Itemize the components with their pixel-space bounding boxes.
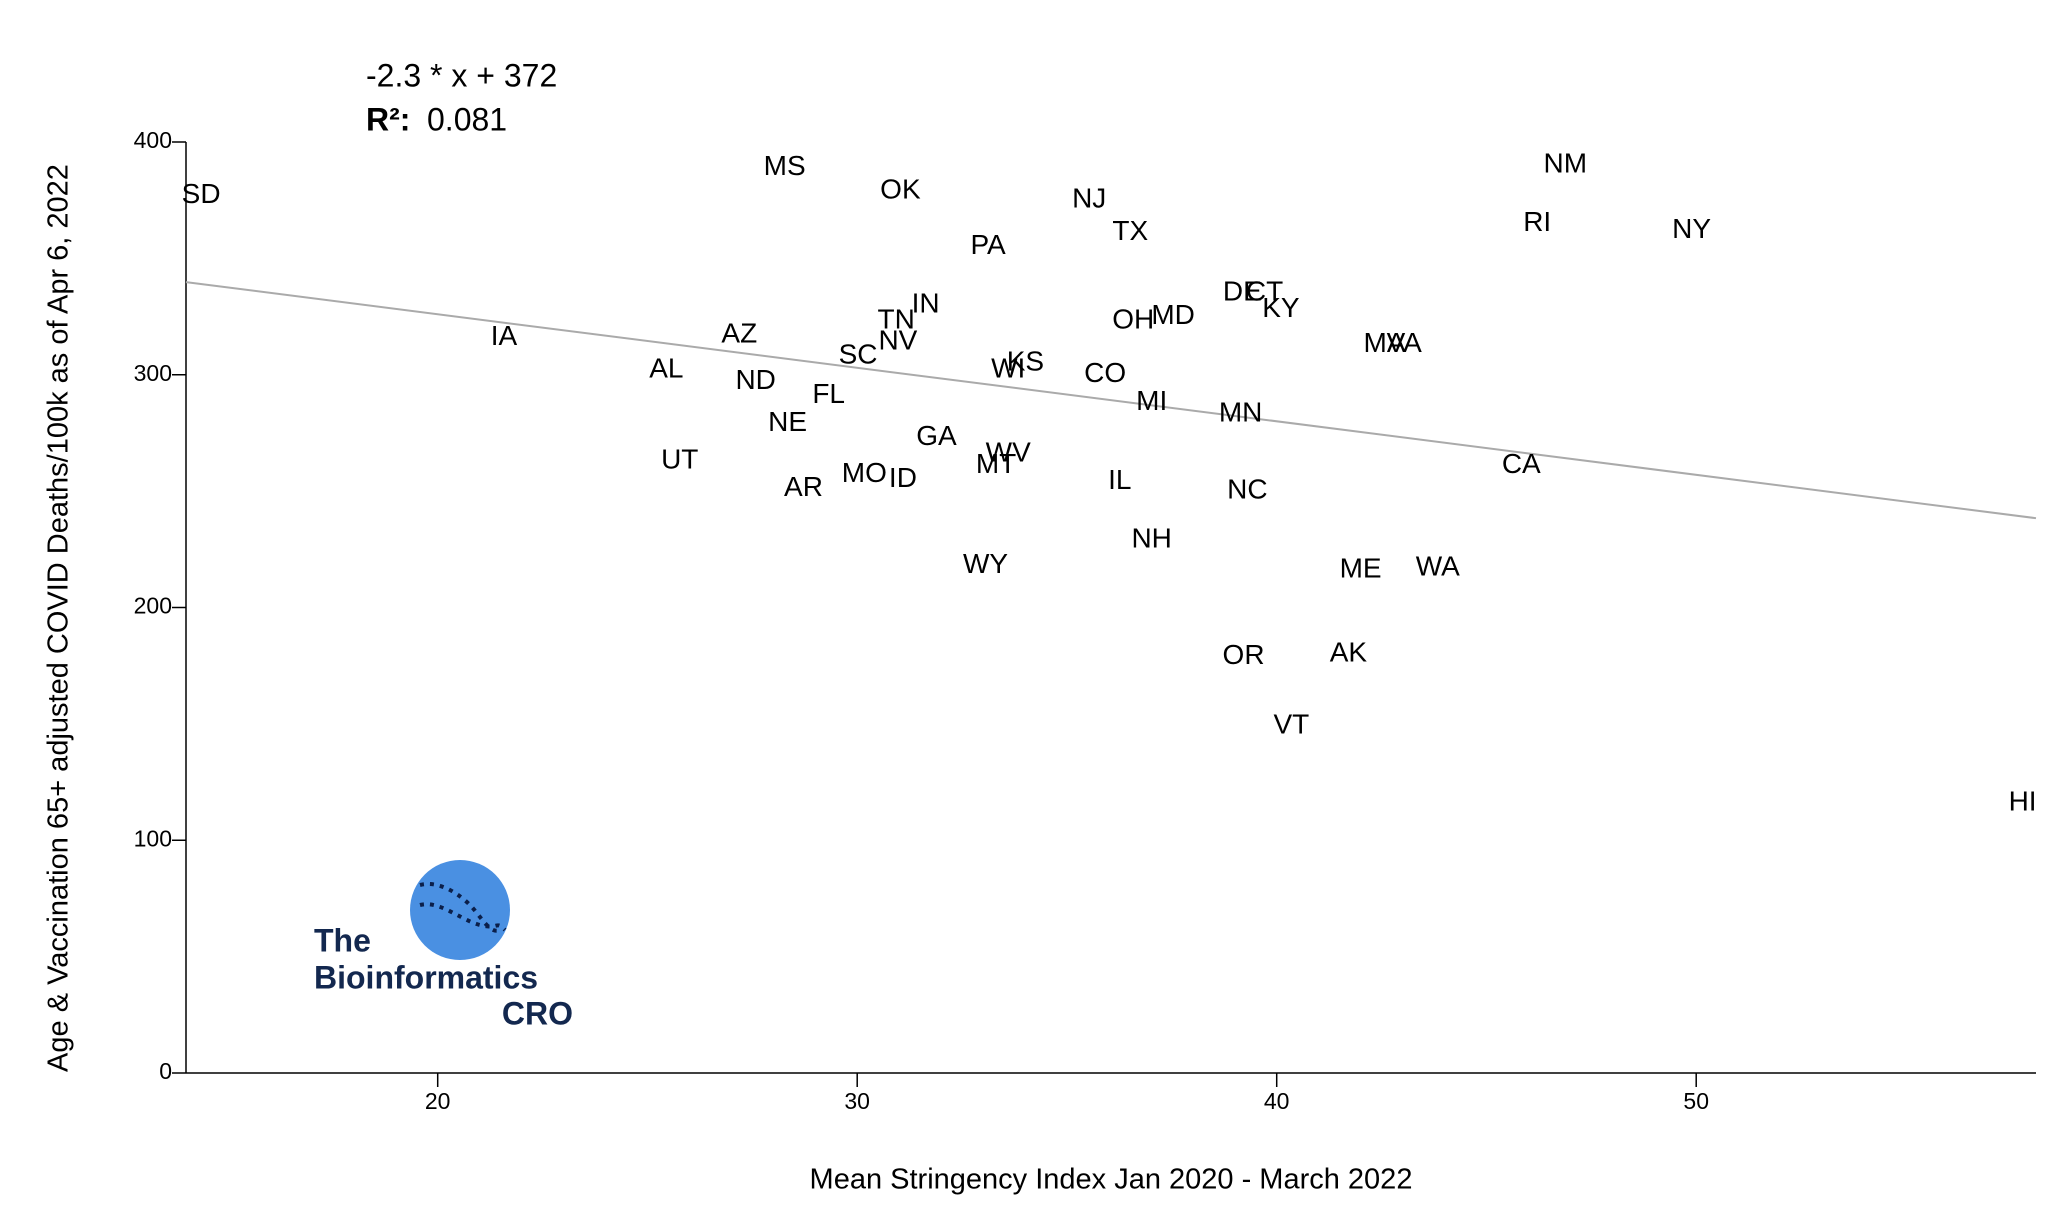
point-label: TN: [878, 304, 915, 335]
logo-dna: [419, 882, 507, 933]
point-label: MA: [1364, 327, 1406, 358]
x-tick-label: 40: [1264, 1088, 1290, 1114]
trend-line: [185, 281, 2037, 520]
logo-icon: [410, 860, 510, 960]
point-label: ME: [1340, 553, 1382, 584]
point-label: UT: [661, 443, 698, 474]
point-label: WI: [991, 352, 1025, 383]
r2-value: 0.081: [427, 101, 507, 137]
point-label: NJ: [1072, 183, 1106, 214]
r2-label: R²:: [366, 101, 410, 137]
point-label: SD: [182, 178, 221, 209]
point-label: AZ: [721, 318, 757, 349]
point-label: VA: [1387, 327, 1423, 358]
point-label: MT: [976, 448, 1016, 479]
point-label: MO: [842, 457, 887, 488]
point-label: NY: [1672, 213, 1711, 244]
point-label: RI: [1523, 206, 1551, 237]
logo-text: Bioinformatics: [314, 959, 538, 995]
point-label: KY: [1262, 292, 1300, 323]
point-label: MD: [1151, 299, 1195, 330]
point-label: CT: [1246, 276, 1283, 307]
y-tick-label: 200: [134, 593, 172, 619]
point-label: MI: [1136, 385, 1167, 416]
point-label: IL: [1108, 464, 1131, 495]
point-label: WV: [986, 436, 1031, 467]
point-label: NC: [1227, 474, 1267, 505]
point-label: NM: [1544, 148, 1588, 179]
equation: -2.3 * x + 372: [366, 57, 557, 93]
point-label: FL: [812, 378, 845, 409]
point-label: AK: [1330, 636, 1368, 667]
point-label: MN: [1219, 397, 1263, 428]
point-label: OR: [1223, 639, 1265, 670]
point-label: HI: [2009, 785, 2037, 816]
point-label: IN: [912, 287, 940, 318]
point-label: GA: [916, 420, 957, 451]
point-label: TX: [1112, 215, 1148, 246]
point-label: PA: [970, 229, 1006, 260]
point-label: NE: [768, 406, 807, 437]
logo: The Bioinformatics CRO: [314, 860, 573, 1031]
y-tick-label: 400: [134, 127, 172, 153]
point-label: OK: [880, 173, 921, 204]
x-tick-label: 20: [425, 1088, 451, 1114]
y-tick-label: 100: [134, 825, 172, 851]
x-tick-label: 30: [844, 1088, 870, 1114]
x-tick-label: 50: [1683, 1088, 1709, 1114]
point-label: VT: [1273, 709, 1309, 740]
point-label: DE: [1223, 276, 1262, 307]
point-label: ID: [889, 462, 917, 493]
point-label: NH: [1131, 522, 1171, 553]
point-label: SC: [839, 339, 878, 370]
point-label: KS: [1007, 346, 1044, 377]
point-label: CA: [1502, 448, 1541, 479]
point-label: MS: [764, 150, 806, 181]
point-label: IA: [491, 320, 518, 351]
point-label: WY: [963, 548, 1008, 579]
y-tick-label: 0: [159, 1058, 172, 1084]
point-label: ND: [735, 364, 775, 395]
point-label: AL: [649, 352, 683, 383]
point-label: AR: [784, 471, 823, 502]
point-label: WA: [1416, 550, 1460, 581]
point-label: OH: [1112, 304, 1154, 335]
logo-text: The: [314, 922, 371, 958]
y-tick-label: 300: [134, 360, 172, 386]
y-axis-title: Age & Vaccination 65+ adjusted COVID Dea…: [43, 164, 75, 1072]
point-label: NV: [878, 325, 917, 356]
point-label: CO: [1084, 357, 1126, 388]
logo-text: CRO: [502, 995, 573, 1031]
x-axis-title: Mean Stringency Index Jan 2020 - March 2…: [810, 1164, 1413, 1196]
